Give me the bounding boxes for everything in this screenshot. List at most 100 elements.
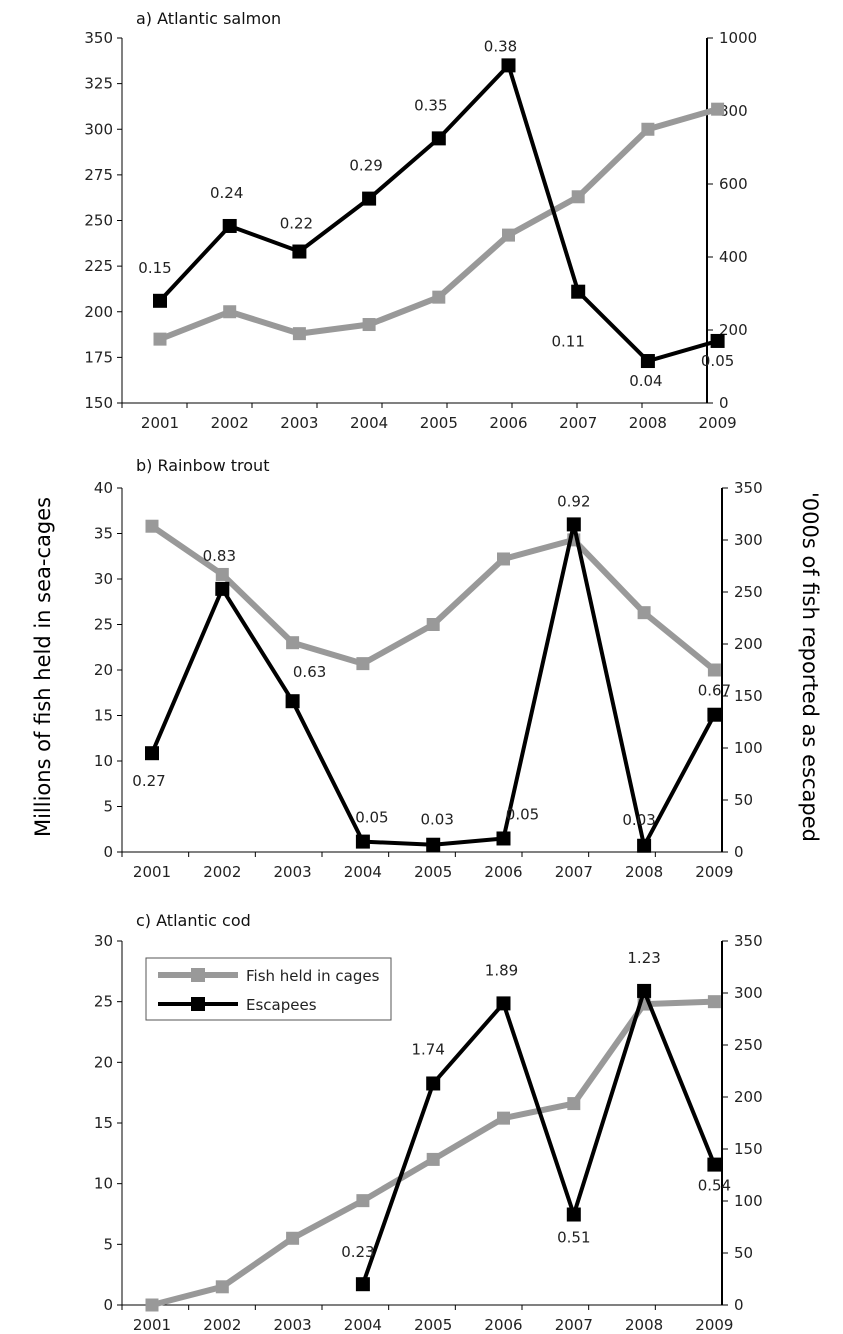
data-label: 0.05 [701, 352, 734, 370]
right-tick-label: 800 [719, 102, 748, 120]
left-tick-label: 350 [84, 29, 113, 47]
x-tick-label: 2002 [211, 414, 249, 432]
left-tick-label: 175 [84, 348, 113, 366]
data-label: 1.23 [627, 949, 660, 967]
legend-cages-label: Fish held in cages [246, 967, 380, 985]
data-point-cages [356, 1194, 370, 1208]
x-tick-label: 2006 [484, 863, 522, 881]
left-tick-label: 25 [94, 616, 113, 634]
data-label: 0.27 [132, 772, 165, 790]
data-point-escapees [501, 58, 516, 73]
right-tick-label: 150 [734, 1140, 763, 1158]
left-tick-label: 5 [103, 1235, 113, 1253]
data-point-escapees [496, 996, 511, 1011]
data-point-cages [641, 122, 655, 136]
x-tick-label: 2007 [555, 1316, 593, 1334]
right-tick-label: 250 [734, 1036, 763, 1054]
left-tick-label: 20 [94, 661, 113, 679]
x-tick-label: 2001 [141, 414, 179, 432]
data-point-escapees [292, 244, 307, 259]
x-tick-label: 2008 [625, 863, 663, 881]
series-line-escapees [361, 988, 717, 1285]
data-point-escapees [215, 581, 230, 596]
right-tick-label: 0 [734, 1296, 744, 1314]
data-point-cages [637, 606, 651, 620]
x-tick-label: 2009 [695, 863, 733, 881]
data-point-escapees [566, 1207, 581, 1222]
panel-title: a) Atlantic salmon [136, 9, 281, 28]
left-tick-label: 35 [94, 525, 113, 543]
data-point-cages [711, 102, 725, 116]
data-point-escapees [637, 838, 652, 853]
right-tick-label: 0 [719, 394, 729, 412]
data-point-escapees [707, 1157, 722, 1172]
left-tick-label: 250 [84, 212, 113, 230]
data-label: 0.03 [420, 811, 453, 829]
right-tick-label: 200 [719, 321, 748, 339]
x-tick-label: 2009 [699, 414, 737, 432]
data-point-cages [356, 657, 370, 671]
x-tick-label: 2002 [203, 863, 241, 881]
data-point-escapees [285, 694, 300, 709]
right-tick-label: 200 [734, 635, 763, 653]
data-label: 0.67 [698, 682, 731, 700]
x-tick-label: 2004 [344, 1316, 382, 1334]
left-tick-label: 15 [94, 1114, 113, 1132]
right-tick-label: 600 [719, 175, 748, 193]
x-tick-label: 2007 [555, 863, 593, 881]
data-label: 0.29 [349, 157, 382, 175]
right-tick-label: 400 [719, 248, 748, 266]
x-tick-label: 2003 [280, 414, 318, 432]
left-tick-label: 10 [94, 752, 113, 770]
x-tick-label: 2009 [695, 1316, 733, 1334]
data-label: 0.24 [210, 184, 243, 202]
left-tick-label: 0 [103, 843, 113, 861]
data-label: 0.05 [355, 809, 388, 827]
data-point-cages [707, 663, 721, 677]
left-tick-label: 275 [84, 166, 113, 184]
data-point-escapees [566, 517, 581, 532]
data-point-escapees [426, 1076, 441, 1091]
series-line-cages [150, 523, 717, 673]
data-point-escapees [707, 707, 722, 722]
x-tick-label: 2003 [274, 863, 312, 881]
data-point-cages [223, 305, 237, 319]
right-tick-label: 1000 [719, 29, 757, 47]
left-tick-label: 0 [103, 1296, 113, 1314]
left-tick-label: 25 [94, 993, 113, 1011]
panel-rainbow-trout: b) Rainbow trout 0 5 10 15 20 25 30 35 40 0 50 100 1… [94, 456, 763, 881]
data-label: 0.23 [341, 1243, 374, 1261]
x-tick-label: 2006 [489, 414, 527, 432]
left-tick-label: 150 [84, 394, 113, 412]
data-point-cages [502, 228, 515, 242]
data-point-cages [571, 190, 585, 204]
data-label: 1.74 [411, 1040, 444, 1058]
data-label: 0.51 [557, 1229, 590, 1247]
data-point-escapees [710, 333, 725, 348]
x-tick-label: 2003 [274, 1316, 312, 1334]
data-point-cages [426, 1152, 440, 1166]
data-label: 0.04 [629, 372, 662, 390]
data-label: 0.22 [280, 215, 313, 233]
x-tick-label: 2008 [625, 1316, 663, 1334]
data-label: 0.35 [414, 96, 447, 114]
x-tick-label: 2004 [344, 863, 382, 881]
x-tick-label: 2008 [629, 414, 667, 432]
data-point-escapees [153, 293, 167, 308]
right-tick-label: 100 [734, 739, 763, 757]
left-tick-label: 10 [94, 1175, 113, 1193]
right-tick-label: 200 [734, 1088, 763, 1106]
left-tick-label: 300 [84, 120, 113, 138]
data-label: 0.38 [484, 37, 517, 55]
data-point-escapees [145, 746, 159, 761]
data-point-cages [153, 332, 167, 346]
right-tick-label: 300 [734, 531, 763, 549]
data-point-cages [292, 327, 306, 341]
data-label: 0.83 [203, 547, 236, 565]
legend: Fish held in cages Escapees [145, 957, 392, 1021]
data-label: 0.63 [293, 663, 326, 681]
data-point-cages [432, 290, 446, 304]
legend-box [145, 957, 392, 1021]
data-point-cages [497, 1111, 510, 1125]
left-tick-label: 325 [84, 75, 113, 93]
